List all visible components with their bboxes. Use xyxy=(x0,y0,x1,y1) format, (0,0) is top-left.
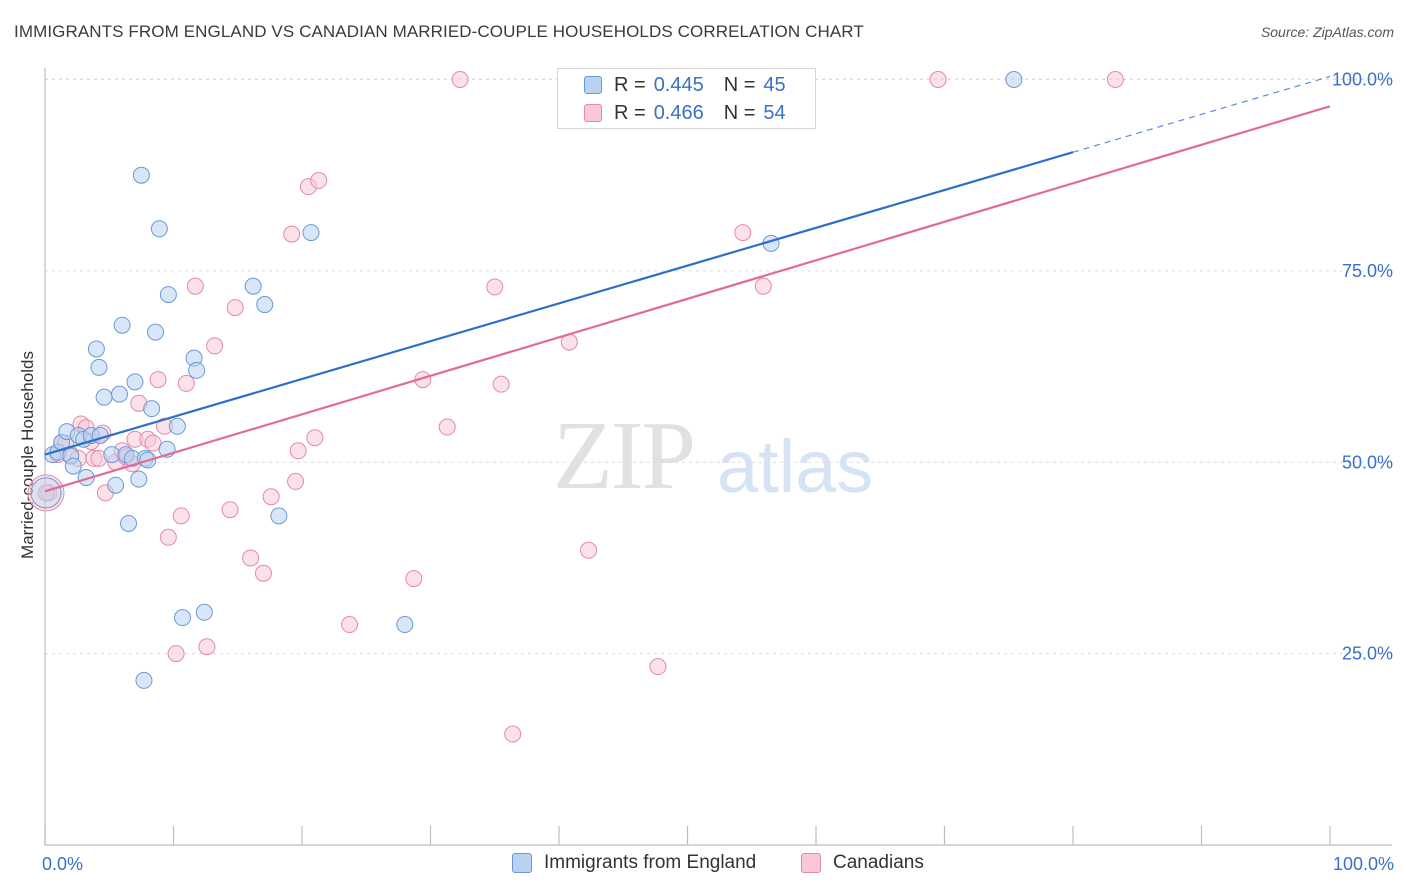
canadians-point xyxy=(206,337,224,355)
legend-r-label: R = xyxy=(614,73,646,96)
england-point xyxy=(173,609,191,627)
legend-n-label: N = xyxy=(723,101,756,124)
watermark-atlas: atlas xyxy=(717,425,874,508)
legend-n-value: 45 xyxy=(763,73,786,96)
england-point xyxy=(87,340,105,358)
y-tick-label: 100.0% xyxy=(1332,70,1393,90)
england-trend-line xyxy=(44,151,1074,456)
bottom-legend-england: Immigrants from England xyxy=(512,852,756,874)
stats-legend: R = 0.445 N = 45 R = 0.466 N = 54 xyxy=(557,68,816,129)
england-point xyxy=(147,323,165,341)
england-point xyxy=(396,616,414,634)
legend-row-canadians: R = 0.466 N = 54 xyxy=(584,101,786,125)
england-point xyxy=(103,446,121,464)
canadians-point xyxy=(486,278,504,296)
canadians-point xyxy=(754,277,772,295)
legend-r-value: 0.445 xyxy=(653,73,704,96)
bottom-legend-label-canadians: Canadians xyxy=(833,852,924,873)
england-point xyxy=(132,166,150,184)
england-point xyxy=(111,385,129,403)
canadians-point xyxy=(504,725,522,743)
canadians-point xyxy=(649,658,667,676)
canadians-trend-line xyxy=(44,105,1331,493)
watermark-zip: ZIP xyxy=(553,402,696,510)
canadians-cluster-point xyxy=(27,474,65,512)
england-point xyxy=(256,296,274,314)
england-point xyxy=(143,400,161,418)
england-point xyxy=(135,671,153,689)
canadians-point xyxy=(242,549,260,567)
bottom-legend-swatch-pink xyxy=(801,853,821,873)
canadians-point xyxy=(580,541,598,559)
canadians-point xyxy=(149,371,167,389)
y-tick-label: 75.0% xyxy=(1342,261,1393,281)
bottom-legend-canadians: Canadians xyxy=(801,852,924,874)
england-point xyxy=(113,316,131,334)
england-point xyxy=(90,358,108,376)
canadians-point xyxy=(262,488,280,506)
x-tick-label: 100.0% xyxy=(1333,854,1394,874)
england-trend-extension xyxy=(1072,75,1331,153)
legend-r-label: R = xyxy=(614,101,646,124)
england-point xyxy=(159,286,177,304)
england-point xyxy=(64,457,82,475)
canadians-point xyxy=(734,224,752,242)
canadians-point xyxy=(492,375,510,393)
canadians-point xyxy=(144,434,162,452)
canadians-point xyxy=(198,638,216,656)
england-point xyxy=(120,514,138,532)
canadians-point xyxy=(341,616,359,634)
england-point xyxy=(168,417,186,435)
canadians-point xyxy=(167,645,185,663)
canadians-point xyxy=(287,472,305,490)
england-point xyxy=(150,220,168,238)
england-point xyxy=(244,277,262,295)
england-cluster-point xyxy=(30,477,62,509)
legend-r-value: 0.466 xyxy=(653,101,704,124)
england-point xyxy=(195,603,213,621)
canadians-point xyxy=(405,570,423,588)
england-point xyxy=(126,373,144,391)
canadians-point xyxy=(172,507,190,525)
legend-n-value: 54 xyxy=(763,101,786,124)
england-point xyxy=(270,507,288,525)
england-point xyxy=(130,470,148,488)
canadians-point xyxy=(254,564,272,582)
canadians-point xyxy=(186,277,204,295)
canadians-point xyxy=(451,71,469,88)
england-point xyxy=(1005,71,1023,88)
canadians-point xyxy=(221,501,239,519)
source-credit: Source: ZipAtlas.com xyxy=(1260,24,1394,40)
england-point xyxy=(188,361,206,379)
legend-row-england: R = 0.445 N = 45 xyxy=(584,73,786,97)
y-tick-label: 50.0% xyxy=(1342,452,1393,472)
canadians-point xyxy=(438,418,456,436)
canadians-point xyxy=(283,225,301,243)
england-point xyxy=(95,388,113,406)
canadians-point xyxy=(289,442,307,460)
canadians-point xyxy=(310,172,328,190)
legend-swatch-blue xyxy=(584,76,602,94)
england-point xyxy=(107,476,125,494)
canadians-point xyxy=(929,71,947,88)
canadians-point xyxy=(306,429,324,447)
canadians-point xyxy=(159,528,177,546)
y-tick-label: 25.0% xyxy=(1342,644,1393,664)
bottom-legend-swatch-blue xyxy=(512,853,532,873)
england-point xyxy=(302,224,320,242)
canadians-point xyxy=(177,374,195,392)
canadians-point xyxy=(226,299,244,317)
legend-swatch-pink xyxy=(584,104,602,122)
chart-title: IMMIGRANTS FROM ENGLAND VS CANADIAN MARR… xyxy=(14,22,864,41)
bottom-legend-label-england: Immigrants from England xyxy=(544,852,757,873)
canadians-point xyxy=(1106,71,1124,88)
x-tick-label: 0.0% xyxy=(42,854,83,874)
legend-n-label: N = xyxy=(723,73,756,96)
